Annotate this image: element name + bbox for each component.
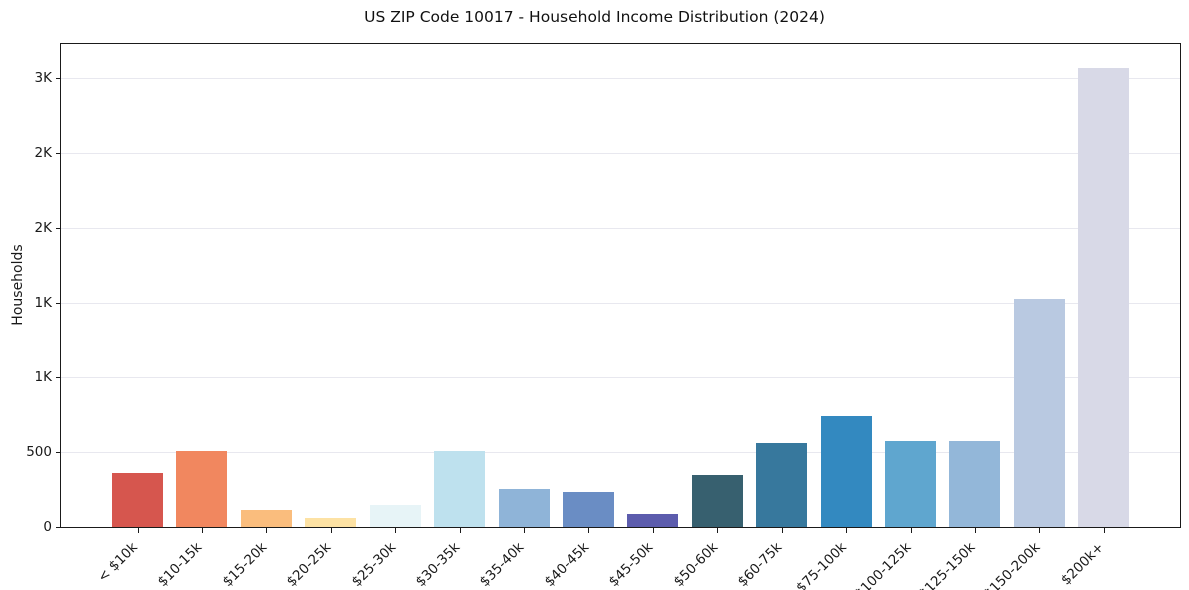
x-tick-label-text: $50-60k [670, 539, 721, 590]
y-tick-mark [56, 153, 61, 155]
x-tick-mark [974, 528, 976, 533]
x-tick-label-text: $45-50k [605, 539, 657, 590]
x-tick-mark [781, 528, 783, 533]
x-tick-mark [524, 528, 526, 533]
y-tick-mark [56, 377, 61, 379]
bar-$40-45k [562, 491, 614, 527]
bar-$35-40k [498, 488, 550, 527]
bar-$20-25k [305, 518, 357, 527]
y-axis-label: Households [10, 244, 26, 326]
bar-$15-20k [240, 509, 292, 527]
x-tick-label-text: $125-150k [915, 539, 979, 590]
bar-$200k+ [1078, 67, 1130, 527]
gridline-1K [61, 302, 1180, 304]
y-tick-label: 3K [34, 70, 52, 87]
x-tick-label-text: $200k+ [1058, 539, 1108, 589]
gridline-2K [61, 227, 1180, 229]
bar-$50-60k [691, 475, 743, 527]
y-tick-label: 2K [34, 219, 52, 236]
bar-$60-75k [756, 443, 808, 527]
bar-$25-30k [369, 504, 421, 527]
bar-< $10k [112, 473, 163, 527]
y-tick-label: 2K [34, 145, 52, 162]
x-tick-label-text: $75-100k [793, 539, 850, 590]
x-tick-mark [652, 528, 654, 533]
x-tick-label-text: $150-200k [980, 539, 1044, 590]
bar-$125-150k [949, 441, 1001, 527]
bar-$100-125k [885, 441, 937, 527]
x-tick-mark [1103, 528, 1105, 533]
bar-$10-15k [176, 451, 228, 527]
x-tick-mark [717, 528, 719, 533]
bar-$45-50k [627, 513, 679, 527]
y-tick-label: 1K [34, 369, 52, 386]
x-tick-mark [137, 528, 139, 533]
x-tick-mark [266, 528, 268, 533]
x-tick-mark [910, 528, 912, 533]
x-tick-mark [330, 528, 332, 533]
y-tick-mark [56, 452, 61, 454]
y-tick-mark [56, 527, 61, 528]
bar-$150-200k [1013, 298, 1065, 527]
x-tick-label-text: $40-45k [541, 539, 593, 590]
y-tick-mark [56, 302, 61, 304]
x-tick-label-text: $20-25k [283, 539, 335, 590]
chart-title: US ZIP Code 10017 - Household Income Dis… [364, 8, 825, 26]
y-tick-mark [56, 78, 61, 80]
x-tick-label-text: $35-40k [477, 539, 528, 590]
plot-area [61, 44, 1180, 527]
x-tick-mark [846, 528, 848, 533]
y-tick-label: 500 [26, 444, 52, 461]
bar-$75-100k [820, 416, 872, 527]
bar-$30-35k [434, 450, 486, 527]
x-tick-label-text: $15-20k [219, 539, 270, 590]
y-tick-mark [56, 227, 61, 229]
x-tick-label-text: $100-125k [851, 539, 915, 590]
gridline-1K [61, 377, 1180, 379]
x-tick-mark [588, 528, 590, 533]
gridline-500 [61, 452, 1180, 454]
x-tick-mark [201, 528, 203, 533]
x-tick-label-text: $30-35k [412, 539, 464, 590]
x-tick-label-text: $10-15k [154, 539, 206, 590]
x-tick-mark [395, 528, 397, 533]
x-tick-label-text: < $10k [95, 539, 142, 586]
y-tick-label: 1K [34, 294, 52, 311]
x-tick-label-text: $25-30k [348, 539, 399, 590]
x-tick-mark [1039, 528, 1041, 533]
y-tick-label: 0 [43, 519, 52, 535]
gridline-3K [61, 78, 1180, 80]
gridline-2K [61, 153, 1180, 155]
x-tick-mark [459, 528, 461, 533]
x-tick-label-text: $60-75k [734, 539, 786, 590]
